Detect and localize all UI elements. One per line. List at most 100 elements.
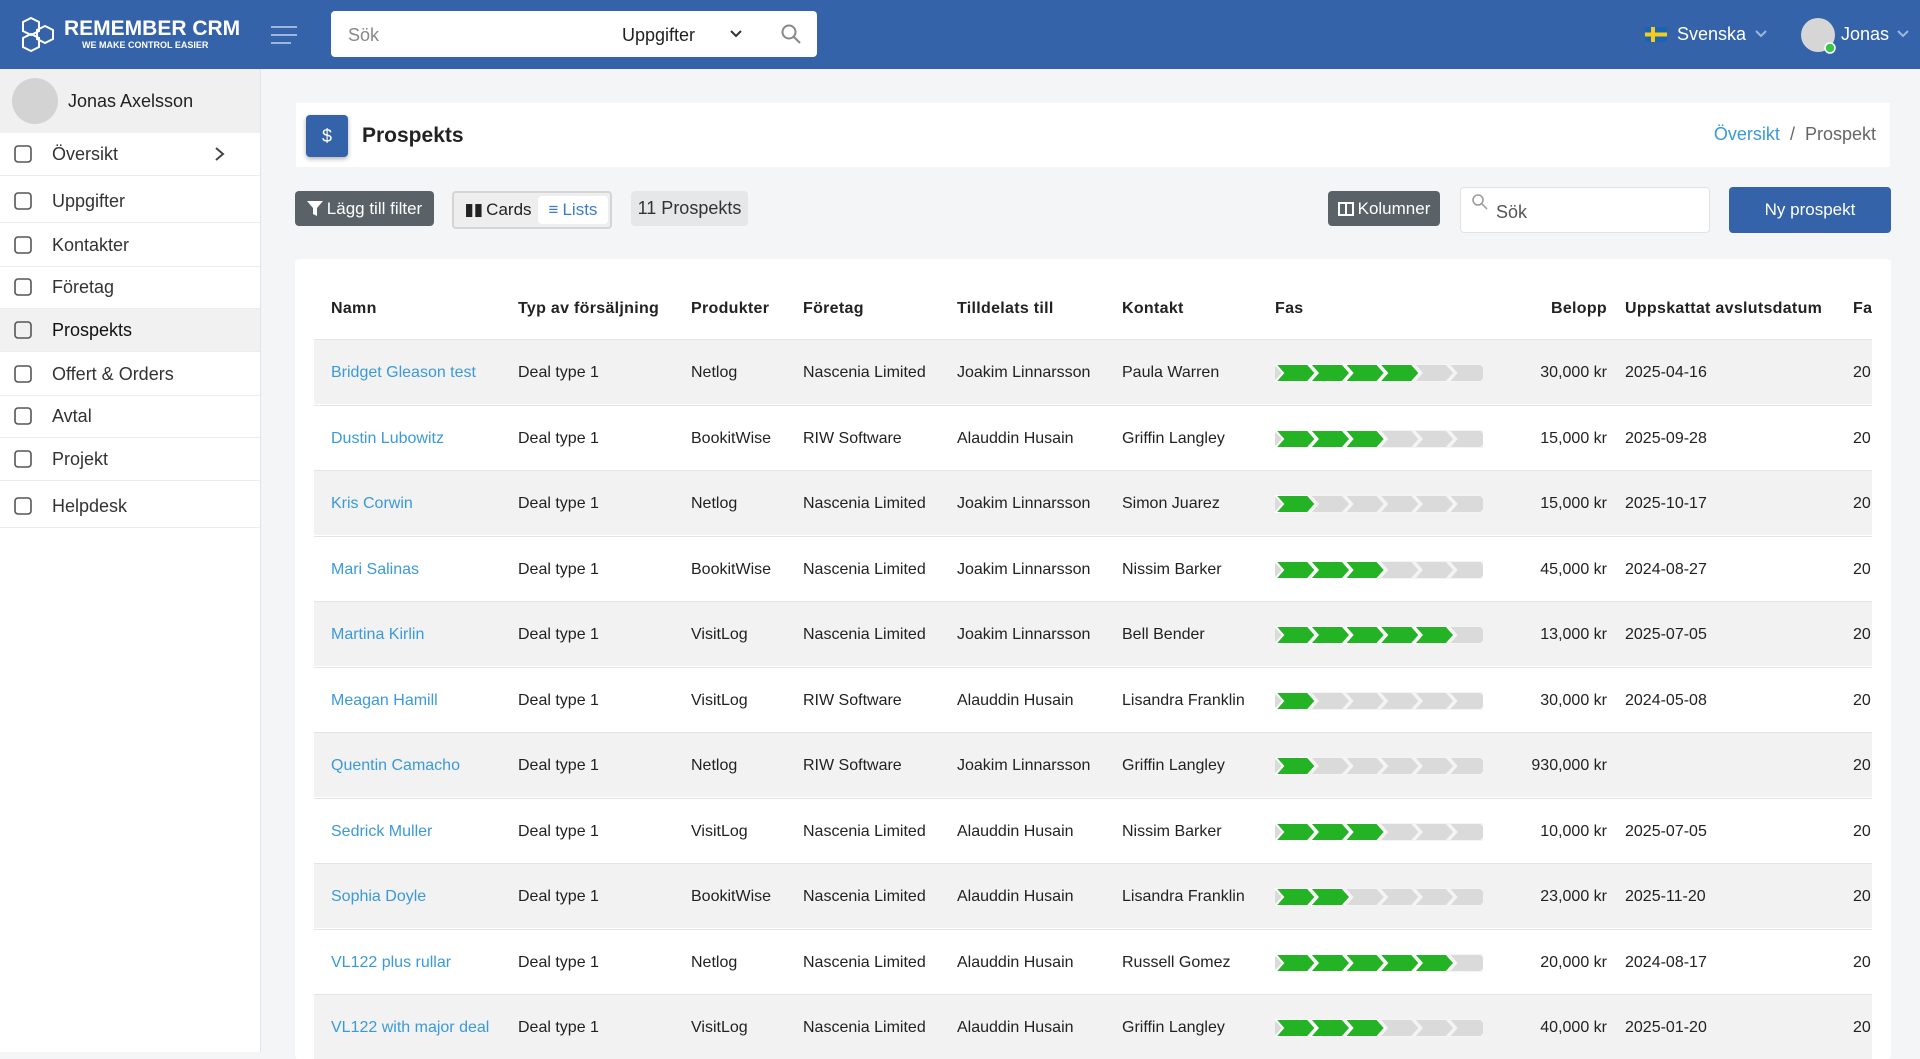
prospect-link[interactable]: Sedrick Muller (331, 822, 433, 840)
new-button[interactable]: Ny prospekt (1729, 187, 1891, 233)
tagline: WE MAKE CONTROL EASIER (82, 40, 209, 50)
column-header[interactable]: Fas (1275, 300, 1304, 317)
table-row: Kris Corwin Deal type 1 Netlog Nascenia Lim… (314, 470, 1872, 535)
cell: Joakim Linnarsson (957, 364, 1091, 381)
cell: Paula Warren (1122, 364, 1220, 381)
menu-item[interactable]: Översikt (0, 133, 260, 176)
menu-label: Avtal (52, 405, 92, 426)
cell: Bell Bender (1122, 626, 1205, 643)
menu-item[interactable]: Avtal (0, 395, 260, 438)
menu-label: Uppgifter (52, 190, 126, 211)
phase-step (1446, 560, 1483, 579)
cell: Alauddin Husain (957, 953, 1074, 971)
prospect-link[interactable]: Kris Corwin (331, 495, 413, 512)
sidebar-user-name: Jonas Axelsson (68, 91, 194, 111)
cell: 20 (1853, 626, 1871, 643)
cell: 20 (1853, 429, 1871, 447)
phase-step (1308, 691, 1352, 710)
menu-toggle[interactable] (271, 24, 297, 46)
cell: Deal type 1 (518, 364, 599, 381)
prospect-link[interactable]: Mari Salinas (331, 560, 420, 578)
cell: 20 (1853, 953, 1871, 971)
phase-step (1446, 429, 1483, 448)
language[interactable]: Svenska (1677, 24, 1747, 44)
search-icon[interactable] (780, 23, 802, 45)
cell: 15,000 kr (1540, 429, 1607, 447)
prospect-link[interactable]: Meagan Hamill (331, 691, 438, 709)
icon-shape (14, 407, 32, 425)
menu-item[interactable]: Prospekts (0, 309, 260, 352)
phase-step (1412, 495, 1456, 513)
column-header[interactable]: Produkter (691, 300, 770, 317)
cell: 20 (1853, 560, 1871, 578)
prospect-link[interactable]: Martina Kirlin (331, 626, 425, 643)
menu-item[interactable]: Projekt (0, 438, 260, 481)
phase-step (1446, 822, 1483, 841)
prospect-link[interactable]: Quentin Camacho (331, 757, 460, 774)
cell: 2025-11-20 (1625, 888, 1706, 905)
cell: Nascenia Limited (803, 1019, 926, 1036)
cell: Nascenia Limited (803, 953, 926, 971)
column-header[interactable]: Belopp (1550, 300, 1607, 317)
column-header[interactable]: Typ av försäljning (518, 300, 660, 317)
prospect-link[interactable]: Sophia Doyle (331, 888, 427, 905)
breadcrumb-link[interactable]: Översikt (1713, 124, 1780, 144)
column-header[interactable]: Kontakt (1122, 300, 1184, 317)
prospect-link[interactable]: Dustin Lubowitz (331, 429, 444, 447)
prospect-link[interactable]: Bridget Gleason test (331, 364, 476, 381)
cards-button[interactable]: ▮▮ Cards (464, 200, 532, 219)
column-header[interactable]: Företag (803, 300, 864, 317)
cell: 45,000 kr (1540, 560, 1607, 578)
menu-item[interactable]: Uppgifter (0, 180, 260, 223)
cell: 20 (1853, 1019, 1871, 1036)
cell: Nascenia Limited (803, 495, 926, 512)
phase-bar (1275, 626, 1483, 644)
column-header[interactable]: Namn (331, 300, 377, 317)
phase-step-done (1308, 953, 1352, 972)
cell: BookitWise (691, 429, 772, 447)
user-avatar[interactable] (1800, 17, 1838, 55)
icon-shape (14, 278, 32, 296)
prospect-link[interactable]: VL122 plus rullar (331, 953, 452, 971)
phase-step-done (1412, 953, 1456, 972)
phase-step (1342, 757, 1387, 775)
columns-label: Kolumner (1357, 198, 1431, 218)
table-row: Mari Salinas Deal type 1 BookitWise Nasceni… (314, 535, 1872, 601)
table-row: Sophia Doyle Deal type 1 BookitWise Nasceni… (314, 863, 1872, 928)
lists-button[interactable]: ≡ Lists (538, 196, 608, 224)
prospect-link[interactable]: VL122 with major deal (331, 1019, 490, 1036)
table: Namn Typ av försäljning Produkter Företag Ti… (314, 259, 1872, 1059)
cell: 2024-08-27 (1625, 560, 1707, 578)
page-title: Prospekts (362, 124, 464, 147)
table-search[interactable]: Sök (1460, 187, 1710, 233)
menu-item[interactable]: Företag (0, 266, 260, 309)
column-header[interactable]: Fa (1853, 300, 1872, 317)
icon-shape (14, 145, 32, 163)
filter-button[interactable]: Lägg till filter (295, 191, 434, 226)
column-header[interactable]: Uppskattat avslutsdatum (1625, 300, 1823, 317)
cell: Nascenia Limited (803, 822, 926, 840)
menu-item[interactable]: Helpdesk (0, 485, 260, 528)
phase-step (1342, 691, 1387, 710)
menu-label: Prospekts (52, 319, 133, 340)
search-scope[interactable]: Uppgifter (622, 25, 696, 45)
icon-shape (14, 321, 32, 339)
cell: 20 (1853, 495, 1871, 512)
menu-icon (14, 145, 32, 163)
phase-bar (1275, 822, 1483, 841)
column-header[interactable]: Tilldelats till (957, 300, 1054, 317)
cell: 930,000 kr (1531, 757, 1607, 774)
menu-item[interactable]: Kontakter (0, 224, 260, 267)
phase-step (1446, 626, 1483, 644)
columns-button[interactable]: Kolumner (1328, 191, 1440, 226)
search-box[interactable]: Sök Uppgifter (331, 11, 817, 57)
phase-step-done (1377, 626, 1422, 644)
user-name[interactable]: Jonas (1841, 24, 1890, 44)
phase-step (1342, 495, 1387, 513)
cell: 13,000 kr (1540, 626, 1607, 643)
cell: Deal type 1 (518, 429, 599, 447)
phase-step (1412, 364, 1456, 382)
phase-step (1377, 429, 1422, 448)
menu-item[interactable]: Offert & Orders (0, 353, 260, 396)
